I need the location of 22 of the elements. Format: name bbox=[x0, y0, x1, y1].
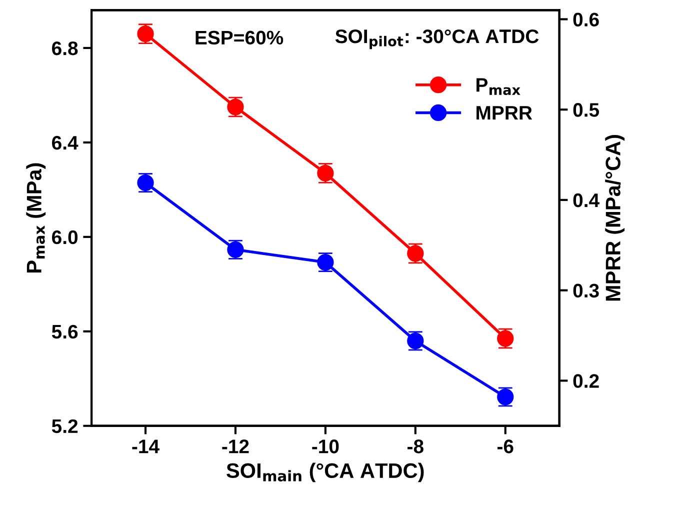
y-tick-label: 6.4 bbox=[52, 136, 78, 150]
y2-tick-label: 0.2 bbox=[573, 374, 599, 388]
x-tick-label: -8 bbox=[408, 440, 424, 454]
annotation: SOI$_{pilot}$: -30°CA ATDC bbox=[335, 29, 539, 50]
legend-label: MPRR bbox=[476, 106, 532, 120]
y-tick-label: 5.2 bbox=[52, 419, 78, 434]
y2-tick-label: 0.4 bbox=[573, 193, 600, 208]
y-tick-label: 6.8 bbox=[52, 41, 78, 56]
y-axis-title: P$_{max}$ (MPa) bbox=[26, 163, 46, 272]
x-tick-label: -12 bbox=[222, 440, 249, 454]
y2-axis-title: MPRR (MPa/°CA) bbox=[605, 135, 625, 301]
x-tick-label: -10 bbox=[312, 440, 339, 454]
y2-tick-label: 0.3 bbox=[573, 284, 599, 298]
y2-tick-label: 0.6 bbox=[573, 12, 599, 26]
y2-tick-label: 0.5 bbox=[573, 103, 600, 117]
x-tick-label: -14 bbox=[132, 440, 160, 454]
x-tick-label: -6 bbox=[497, 440, 514, 454]
legend-label: P$_{max}$ bbox=[476, 78, 520, 96]
y-tick-label: 6.0 bbox=[52, 230, 78, 244]
y-tick-label: 5.6 bbox=[52, 324, 78, 339]
x-axis-title: SOI$_{main}$ (°CA ATDC) bbox=[226, 462, 424, 482]
annotation: ESP=60% bbox=[196, 30, 284, 45]
